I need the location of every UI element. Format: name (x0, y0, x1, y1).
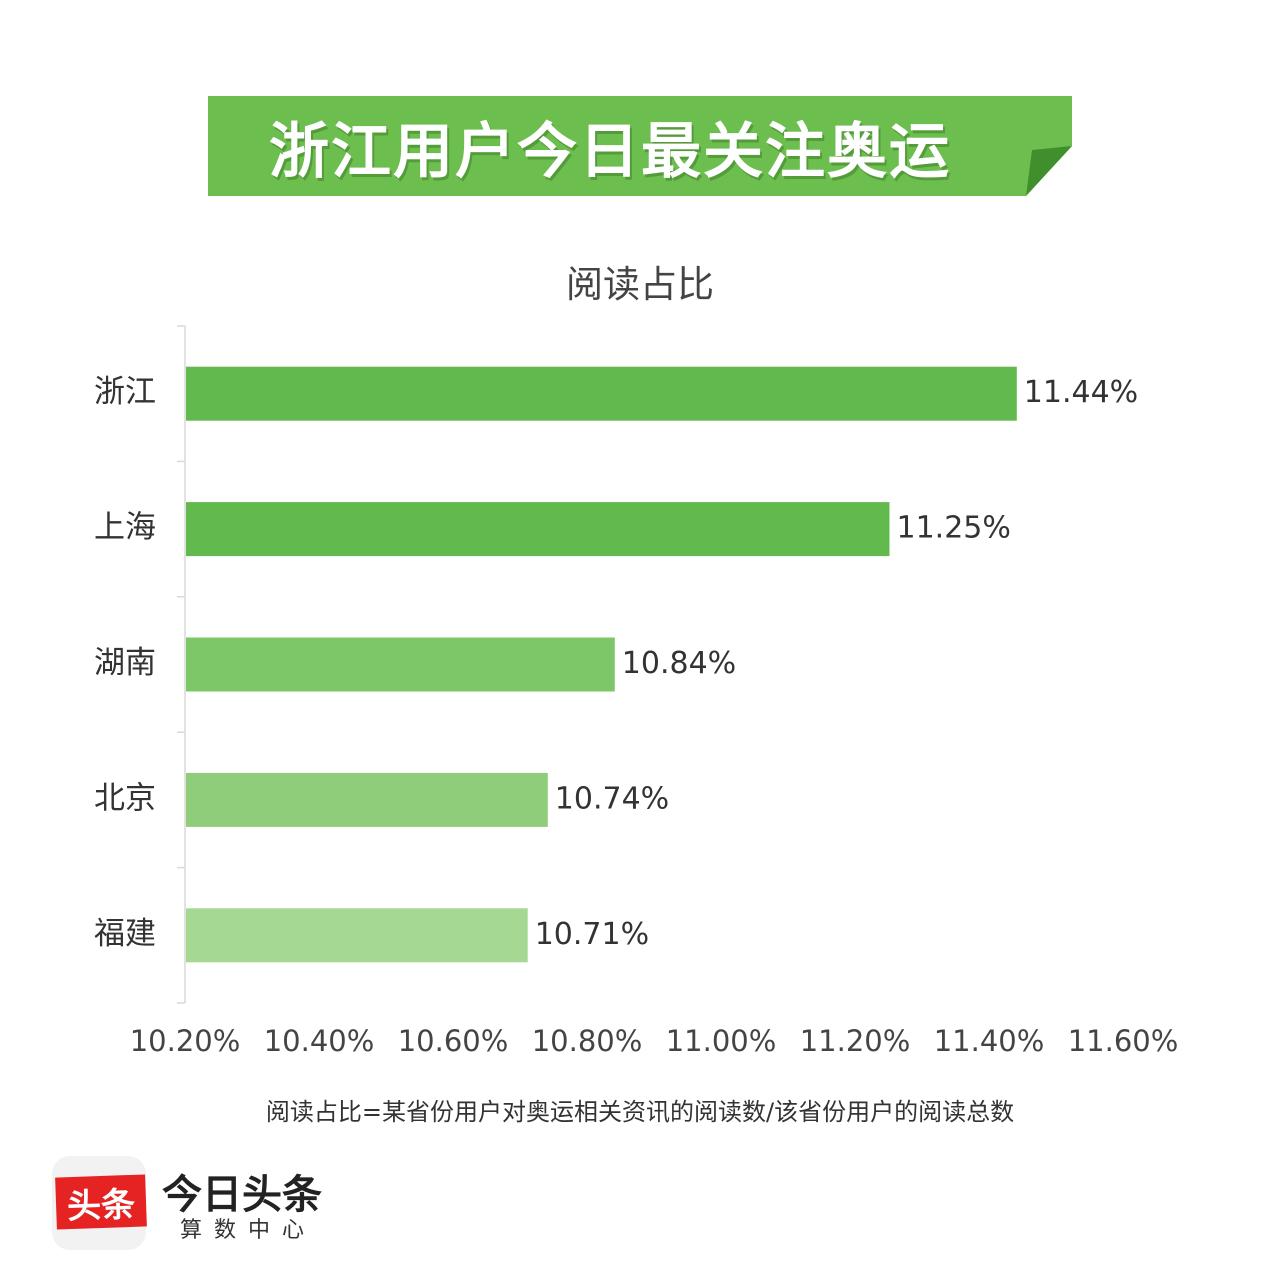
category-label: 上海 (94, 510, 156, 546)
banner-ribbon (208, 96, 1072, 196)
category-label: 浙江 (94, 374, 156, 410)
logo-name: 今日头条 (162, 1172, 322, 1218)
banner-title: 浙江用户今日最关注奥运 (269, 116, 951, 187)
bar-1 (186, 366, 1017, 421)
chart-title: 阅读占比 (566, 263, 714, 306)
category-label: 福建 (94, 916, 156, 952)
x-tick-label: 11.20% (800, 1024, 911, 1058)
x-tick-label: 10.80% (532, 1024, 643, 1058)
toutiao-logo: 头条 今日头条 算数中心 (52, 1148, 372, 1250)
title-banner (208, 96, 1072, 196)
data-label: 10.71% (535, 917, 649, 952)
bar-3 (186, 637, 615, 692)
footnote: 阅读占比=某省份用户对奥运相关资讯的阅读数/该省份用户的阅读总数 (265, 1098, 1015, 1126)
bar-2 (186, 502, 890, 557)
x-tick-label: 11.40% (934, 1024, 1045, 1058)
category-label: 湖南 (94, 645, 156, 681)
x-tick-label: 10.20% (130, 1024, 241, 1058)
x-tick-label: 11.60% (1068, 1024, 1179, 1058)
x-tick-label: 10.60% (398, 1024, 509, 1058)
banner-fold (1026, 146, 1072, 196)
logo-icon: 头条 (52, 1156, 147, 1250)
data-label: 11.44% (1024, 375, 1138, 410)
logo-icon-text: 头条 (55, 1174, 147, 1230)
x-tick-label: 11.00% (666, 1024, 777, 1058)
data-label: 10.84% (622, 646, 736, 681)
bar-5 (186, 908, 528, 963)
bar-chart: 浙江 11.44% 上海 11.25% 湖南 10.84% 北京 10.74% 福建 10.71%… (94, 325, 1179, 1058)
category-label: 北京 (94, 780, 156, 816)
bar-4 (186, 772, 548, 827)
data-label: 10.74% (555, 781, 669, 816)
data-label: 11.25% (897, 511, 1011, 546)
x-tick-label: 10.40% (264, 1024, 375, 1058)
logo-subtitle: 算数中心 (180, 1218, 317, 1243)
